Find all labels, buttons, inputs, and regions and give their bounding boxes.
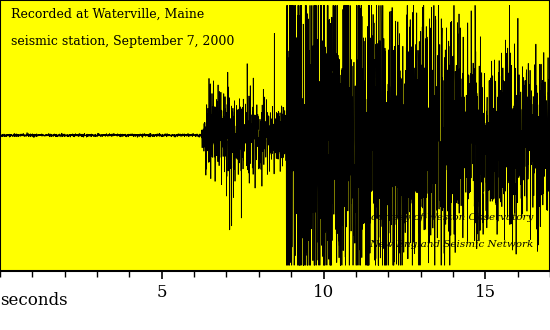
Text: seismic station, September 7, 2000: seismic station, September 7, 2000 bbox=[11, 35, 234, 48]
Text: New England Seismic Network: New England Seismic Network bbox=[369, 240, 534, 249]
Text: Courtesy of Weston Observatory: Courtesy of Weston Observatory bbox=[363, 213, 534, 222]
Text: Recorded at Waterville, Maine: Recorded at Waterville, Maine bbox=[11, 8, 204, 21]
Text: seconds: seconds bbox=[0, 292, 68, 309]
